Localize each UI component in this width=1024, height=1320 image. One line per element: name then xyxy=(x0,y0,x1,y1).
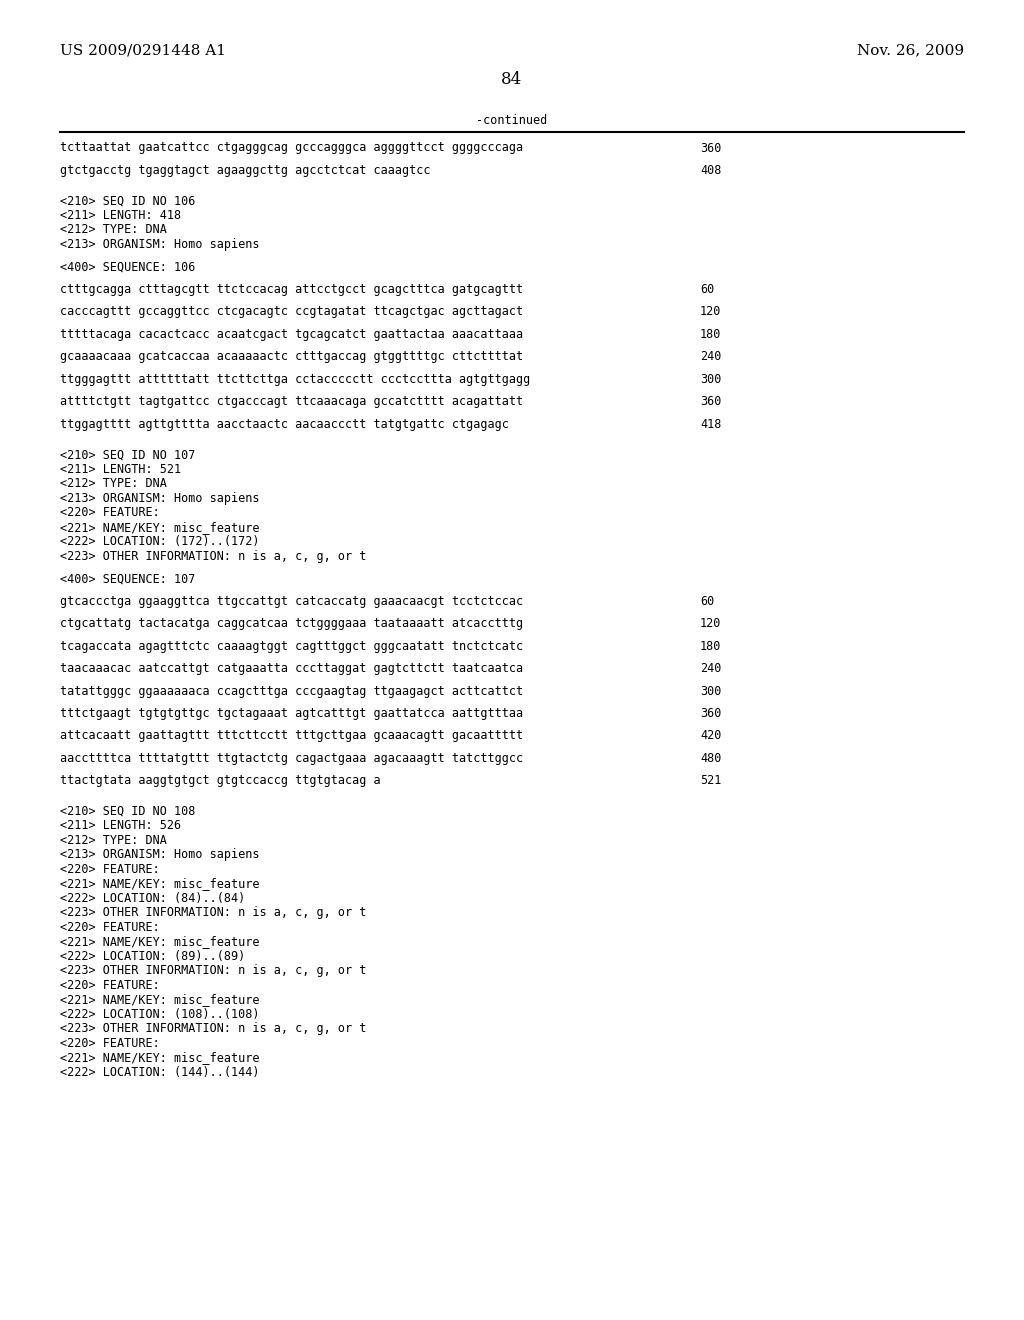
Text: 84: 84 xyxy=(502,71,522,88)
Text: <210> SEQ ID NO 106: <210> SEQ ID NO 106 xyxy=(60,194,196,207)
Text: <400> SEQUENCE: 106: <400> SEQUENCE: 106 xyxy=(60,260,196,273)
Text: <222> LOCATION: (172)..(172): <222> LOCATION: (172)..(172) xyxy=(60,535,259,548)
Text: <212> TYPE: DNA: <212> TYPE: DNA xyxy=(60,223,167,236)
Text: <212> TYPE: DNA: <212> TYPE: DNA xyxy=(60,477,167,490)
Text: 180: 180 xyxy=(700,640,721,652)
Text: ctgcattatg tactacatga caggcatcaa tctggggaaa taataaaatt atcacctttg: ctgcattatg tactacatga caggcatcaa tctgggg… xyxy=(60,616,523,630)
Text: <223> OTHER INFORMATION: n is a, c, g, or t: <223> OTHER INFORMATION: n is a, c, g, o… xyxy=(60,907,367,919)
Text: <213> ORGANISM: Homo sapiens: <213> ORGANISM: Homo sapiens xyxy=(60,491,259,504)
Text: Nov. 26, 2009: Nov. 26, 2009 xyxy=(857,44,964,57)
Text: aaccttttca ttttatgttt ttgtactctg cagactgaaa agacaaagtt tatcttggcc: aaccttttca ttttatgttt ttgtactctg cagactg… xyxy=(60,752,523,766)
Text: <220> FEATURE:: <220> FEATURE: xyxy=(60,863,160,876)
Text: 60: 60 xyxy=(700,594,715,607)
Text: <221> NAME/KEY: misc_feature: <221> NAME/KEY: misc_feature xyxy=(60,1051,259,1064)
Text: ttgggagttt attttttatt ttcttcttga cctaccccctt ccctccttta agtgttgagg: ttgggagttt attttttatt ttcttcttga cctaccc… xyxy=(60,372,530,385)
Text: <211> LENGTH: 526: <211> LENGTH: 526 xyxy=(60,820,181,833)
Text: US 2009/0291448 A1: US 2009/0291448 A1 xyxy=(60,44,226,57)
Text: ctttgcagga ctttagcgtt ttctccacag attcctgcct gcagctttca gatgcagttt: ctttgcagga ctttagcgtt ttctccacag attcctg… xyxy=(60,282,523,296)
Text: tatattgggc ggaaaaaaca ccagctttga cccgaagtag ttgaagagct acttcattct: tatattgggc ggaaaaaaca ccagctttga cccgaag… xyxy=(60,685,523,697)
Text: <210> SEQ ID NO 107: <210> SEQ ID NO 107 xyxy=(60,449,196,461)
Text: <213> ORGANISM: Homo sapiens: <213> ORGANISM: Homo sapiens xyxy=(60,238,259,251)
Text: 60: 60 xyxy=(700,282,715,296)
Text: <223> OTHER INFORMATION: n is a, c, g, or t: <223> OTHER INFORMATION: n is a, c, g, o… xyxy=(60,549,367,562)
Text: 300: 300 xyxy=(700,685,721,697)
Text: 360: 360 xyxy=(700,395,721,408)
Text: gcaaaacaaa gcatcaccaa acaaaaactc ctttgaccag gtggttttgc cttcttttat: gcaaaacaaa gcatcaccaa acaaaaactc ctttgac… xyxy=(60,350,523,363)
Text: 240: 240 xyxy=(700,350,721,363)
Text: <222> LOCATION: (144)..(144): <222> LOCATION: (144)..(144) xyxy=(60,1065,259,1078)
Text: 120: 120 xyxy=(700,305,721,318)
Text: 120: 120 xyxy=(700,616,721,630)
Text: <400> SEQUENCE: 107: <400> SEQUENCE: 107 xyxy=(60,572,196,585)
Text: <223> OTHER INFORMATION: n is a, c, g, or t: <223> OTHER INFORMATION: n is a, c, g, o… xyxy=(60,1023,367,1035)
Text: 418: 418 xyxy=(700,417,721,430)
Text: attttctgtt tagtgattcc ctgacccagt ttcaaacaga gccatctttt acagattatt: attttctgtt tagtgattcc ctgacccagt ttcaaac… xyxy=(60,395,523,408)
Text: tttttacaga cacactcacc acaatcgact tgcagcatct gaattactaa aaacattaaa: tttttacaga cacactcacc acaatcgact tgcagca… xyxy=(60,327,523,341)
Text: -continued: -continued xyxy=(476,114,548,127)
Text: <211> LENGTH: 418: <211> LENGTH: 418 xyxy=(60,209,181,222)
Text: gtctgacctg tgaggtagct agaaggcttg agcctctcat caaagtcc: gtctgacctg tgaggtagct agaaggcttg agcctct… xyxy=(60,164,430,177)
Text: ttactgtata aaggtgtgct gtgtccaccg ttgtgtacag a: ttactgtata aaggtgtgct gtgtccaccg ttgtgta… xyxy=(60,775,381,788)
Text: <220> FEATURE:: <220> FEATURE: xyxy=(60,979,160,991)
Text: 360: 360 xyxy=(700,708,721,719)
Text: <223> OTHER INFORMATION: n is a, c, g, or t: <223> OTHER INFORMATION: n is a, c, g, o… xyxy=(60,965,367,977)
Text: <222> LOCATION: (84)..(84): <222> LOCATION: (84)..(84) xyxy=(60,892,246,906)
Text: <211> LENGTH: 521: <211> LENGTH: 521 xyxy=(60,463,181,475)
Text: ttggagtttt agttgtttta aacctaactc aacaaccctt tatgtgattc ctgagagc: ttggagtttt agttgtttta aacctaactc aacaacc… xyxy=(60,417,509,430)
Text: 300: 300 xyxy=(700,372,721,385)
Text: <212> TYPE: DNA: <212> TYPE: DNA xyxy=(60,834,167,847)
Text: tcttaattat gaatcattcc ctgagggcag gcccagggca aggggttcct ggggcccaga: tcttaattat gaatcattcc ctgagggcag gcccagg… xyxy=(60,141,523,154)
Text: 360: 360 xyxy=(700,141,721,154)
Text: <222> LOCATION: (108)..(108): <222> LOCATION: (108)..(108) xyxy=(60,1008,259,1020)
Text: 408: 408 xyxy=(700,164,721,177)
Text: tttctgaagt tgtgtgttgc tgctagaaat agtcatttgt gaattatcca aattgtttaa: tttctgaagt tgtgtgttgc tgctagaaat agtcatt… xyxy=(60,708,523,719)
Text: <221> NAME/KEY: misc_feature: <221> NAME/KEY: misc_feature xyxy=(60,994,259,1006)
Text: 521: 521 xyxy=(700,775,721,788)
Text: gtcaccctga ggaaggttca ttgccattgt catcaccatg gaaacaacgt tcctctccac: gtcaccctga ggaaggttca ttgccattgt catcacc… xyxy=(60,594,523,607)
Text: 420: 420 xyxy=(700,730,721,742)
Text: <221> NAME/KEY: misc_feature: <221> NAME/KEY: misc_feature xyxy=(60,936,259,948)
Text: 240: 240 xyxy=(700,663,721,675)
Text: <220> FEATURE:: <220> FEATURE: xyxy=(60,1038,160,1049)
Text: <220> FEATURE:: <220> FEATURE: xyxy=(60,506,160,519)
Text: <213> ORGANISM: Homo sapiens: <213> ORGANISM: Homo sapiens xyxy=(60,849,259,862)
Text: attcacaatt gaattagttt tttcttcctt tttgcttgaa gcaaacagtt gacaattttt: attcacaatt gaattagttt tttcttcctt tttgctt… xyxy=(60,730,523,742)
Text: taacaaacac aatccattgt catgaaatta cccttaggat gagtcttctt taatcaatca: taacaaacac aatccattgt catgaaatta cccttag… xyxy=(60,663,523,675)
Text: <222> LOCATION: (89)..(89): <222> LOCATION: (89)..(89) xyxy=(60,950,246,962)
Text: <210> SEQ ID NO 108: <210> SEQ ID NO 108 xyxy=(60,805,196,818)
Text: <221> NAME/KEY: misc_feature: <221> NAME/KEY: misc_feature xyxy=(60,520,259,533)
Text: <221> NAME/KEY: misc_feature: <221> NAME/KEY: misc_feature xyxy=(60,878,259,891)
Text: tcagaccata agagtttctc caaaagtggt cagtttggct gggcaatatt tnctctcatc: tcagaccata agagtttctc caaaagtggt cagtttg… xyxy=(60,640,523,652)
Text: 480: 480 xyxy=(700,752,721,766)
Text: <220> FEATURE:: <220> FEATURE: xyxy=(60,921,160,933)
Text: cacccagttt gccaggttcc ctcgacagtc ccgtagatat ttcagctgac agcttagact: cacccagttt gccaggttcc ctcgacagtc ccgtaga… xyxy=(60,305,523,318)
Text: 180: 180 xyxy=(700,327,721,341)
